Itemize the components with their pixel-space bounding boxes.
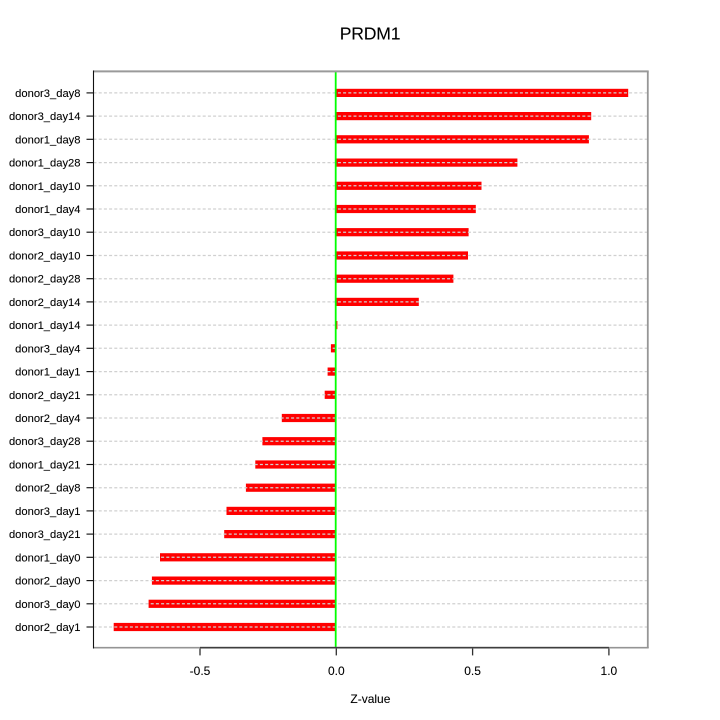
svg-text:donor2_day28: donor2_day28 bbox=[9, 274, 81, 286]
svg-text:donor2_day1: donor2_day1 bbox=[15, 622, 80, 634]
svg-text:donor1_day28: donor1_day28 bbox=[9, 158, 81, 170]
svg-text:Z-value: Z-value bbox=[350, 692, 390, 706]
svg-text:donor3_day1: donor3_day1 bbox=[15, 506, 80, 518]
svg-text:donor1_day0: donor1_day0 bbox=[15, 552, 80, 564]
svg-text:donor1_day14: donor1_day14 bbox=[9, 320, 81, 332]
svg-text:donor3_day8: donor3_day8 bbox=[15, 88, 80, 100]
svg-text:donor1_day8: donor1_day8 bbox=[15, 134, 80, 146]
svg-text:donor3_day28: donor3_day28 bbox=[9, 436, 81, 448]
svg-text:donor3_day21: donor3_day21 bbox=[9, 529, 81, 541]
svg-text:1.0: 1.0 bbox=[601, 664, 618, 678]
svg-text:donor2_day21: donor2_day21 bbox=[9, 390, 81, 402]
svg-text:donor1_day21: donor1_day21 bbox=[9, 460, 81, 472]
svg-text:donor1_day10: donor1_day10 bbox=[9, 181, 81, 193]
svg-text:donor2_day0: donor2_day0 bbox=[15, 576, 80, 588]
svg-text:-0.5: -0.5 bbox=[190, 664, 211, 678]
svg-text:donor1_day4: donor1_day4 bbox=[15, 204, 80, 216]
svg-text:donor3_day10: donor3_day10 bbox=[9, 227, 81, 239]
svg-text:donor3_day4: donor3_day4 bbox=[15, 343, 80, 355]
svg-text:donor3_day14: donor3_day14 bbox=[9, 111, 81, 123]
svg-text:donor3_day0: donor3_day0 bbox=[15, 599, 80, 611]
svg-text:donor1_day1: donor1_day1 bbox=[15, 367, 80, 379]
svg-text:donor2_day4: donor2_day4 bbox=[15, 413, 80, 425]
svg-text:0.0: 0.0 bbox=[328, 664, 345, 678]
svg-text:donor2_day8: donor2_day8 bbox=[15, 483, 80, 495]
svg-text:donor2_day14: donor2_day14 bbox=[9, 297, 81, 309]
svg-text:0.5: 0.5 bbox=[464, 664, 481, 678]
svg-text:donor2_day10: donor2_day10 bbox=[9, 251, 81, 263]
svg-text:PRDM1: PRDM1 bbox=[340, 24, 401, 44]
